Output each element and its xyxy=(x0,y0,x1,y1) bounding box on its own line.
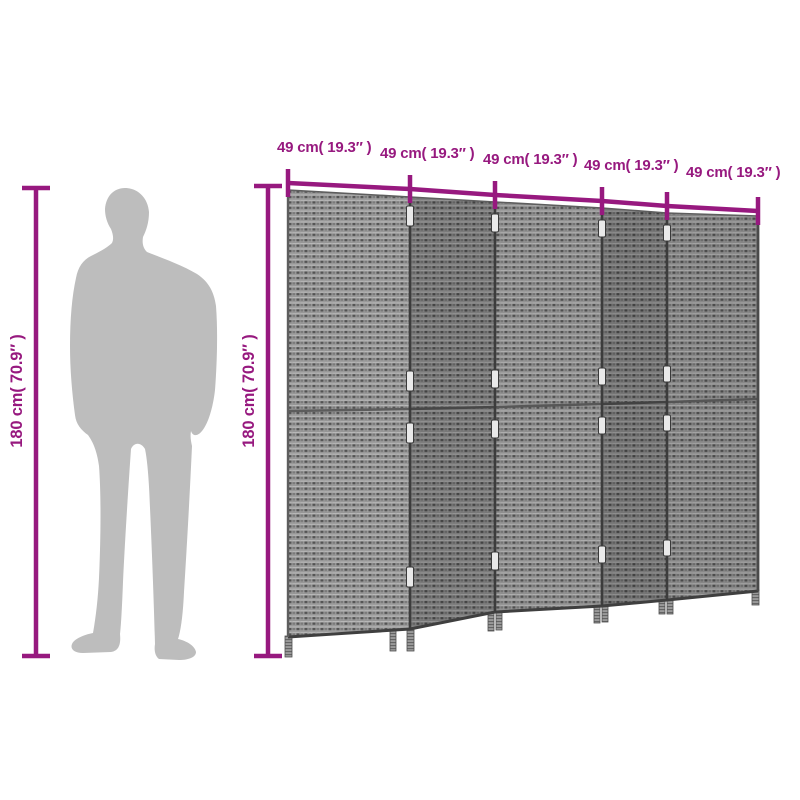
hinge-icon xyxy=(491,419,499,439)
panel-width-labels: 49 cm( 19.3″ ) 49 cm( 19.3″ ) 49 cm( 19.… xyxy=(277,139,781,181)
hinge-icon xyxy=(406,370,414,392)
dimension-line xyxy=(287,180,759,214)
person-height-dimension xyxy=(22,185,50,659)
hinge-icon xyxy=(663,224,671,242)
divider-panel-5 xyxy=(666,213,759,600)
divider-panel-2 xyxy=(409,197,496,629)
divider-foot xyxy=(389,629,397,652)
hinge-icon xyxy=(406,566,414,588)
divider-frame-edges xyxy=(286,189,760,639)
hinge-icon xyxy=(598,416,606,435)
hinge-icon xyxy=(491,369,499,389)
hinge-icon xyxy=(663,365,671,383)
person-height-label: 180 cm( 70.9″ ) xyxy=(8,334,26,447)
divider-panel-3 xyxy=(494,202,603,612)
hinge-icon xyxy=(406,422,414,444)
panel-width-label-5: 49 cm( 19.3″ ) xyxy=(686,164,781,181)
divider-panel-1 xyxy=(287,190,411,637)
person-silhouette xyxy=(70,188,218,660)
panel-width-label-3: 49 cm( 19.3″ ) xyxy=(483,151,578,168)
hinge-icon xyxy=(663,414,671,432)
hinge-icon xyxy=(491,213,499,233)
divider-height-dimension xyxy=(254,183,282,659)
divider-height-label: 180 cm( 70.9″ ) xyxy=(240,334,258,447)
divider-foot xyxy=(284,635,293,658)
divider-panel-4 xyxy=(601,208,668,606)
divider-height-label-group: 180 cm( 70.9″ ) xyxy=(240,334,258,447)
room-divider xyxy=(284,189,760,658)
hinge-icon xyxy=(598,219,606,238)
person-height-label-group: 180 cm( 70.9″ ) xyxy=(8,334,26,447)
hinge-icon xyxy=(406,205,414,227)
hinge-icon xyxy=(491,551,499,571)
hinge-icon xyxy=(598,367,606,386)
panel-width-dimension xyxy=(285,169,761,225)
panel-width-label-1: 49 cm( 19.3″ ) xyxy=(277,139,372,156)
panel-width-label-2: 49 cm( 19.3″ ) xyxy=(380,145,475,162)
divider-foot xyxy=(406,627,415,652)
divider-hinges xyxy=(406,205,671,588)
hinge-icon xyxy=(663,539,671,557)
panel-width-label-4: 49 cm( 19.3″ ) xyxy=(584,157,679,174)
hinge-icon xyxy=(598,545,606,564)
